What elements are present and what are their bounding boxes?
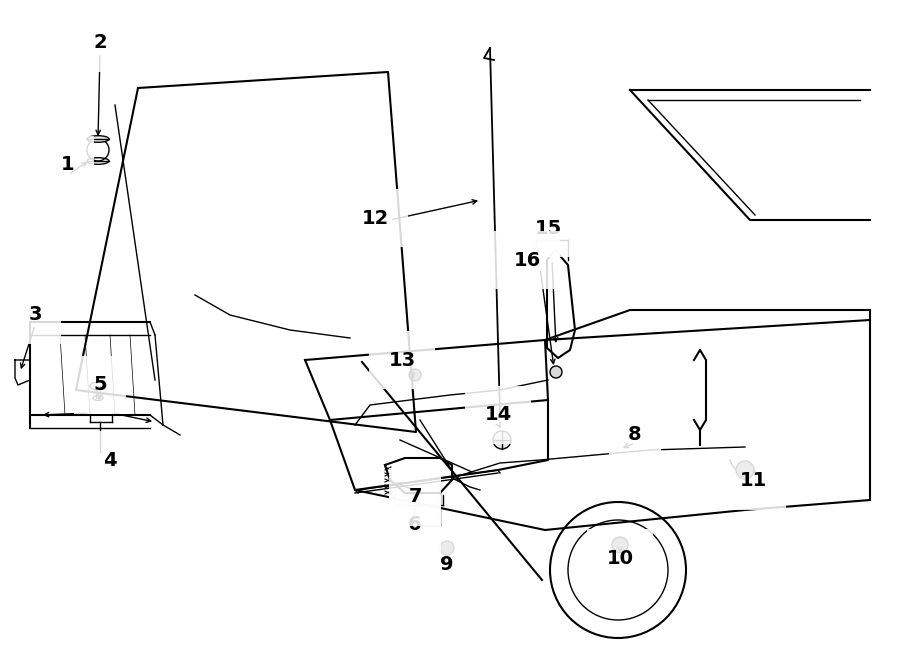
Ellipse shape: [87, 136, 109, 142]
Circle shape: [612, 537, 628, 553]
Text: 4: 4: [104, 451, 117, 469]
Text: 12: 12: [362, 208, 389, 227]
Circle shape: [550, 366, 562, 378]
Circle shape: [493, 431, 511, 449]
Text: 8: 8: [628, 426, 642, 444]
Text: 2: 2: [94, 34, 107, 52]
Text: 5: 5: [94, 375, 107, 395]
Text: 11: 11: [740, 471, 767, 490]
Text: 13: 13: [389, 350, 416, 369]
Circle shape: [409, 369, 421, 381]
Text: 10: 10: [607, 549, 634, 568]
Text: 1: 1: [61, 155, 75, 175]
Ellipse shape: [90, 382, 106, 390]
Circle shape: [736, 461, 754, 479]
Text: 16: 16: [513, 251, 541, 270]
Text: 14: 14: [484, 405, 511, 424]
Text: 9: 9: [440, 555, 454, 574]
Text: 15: 15: [535, 219, 562, 237]
Text: 6: 6: [409, 514, 422, 533]
Circle shape: [440, 541, 454, 555]
Text: 7: 7: [409, 488, 422, 506]
Text: 3: 3: [28, 305, 41, 325]
